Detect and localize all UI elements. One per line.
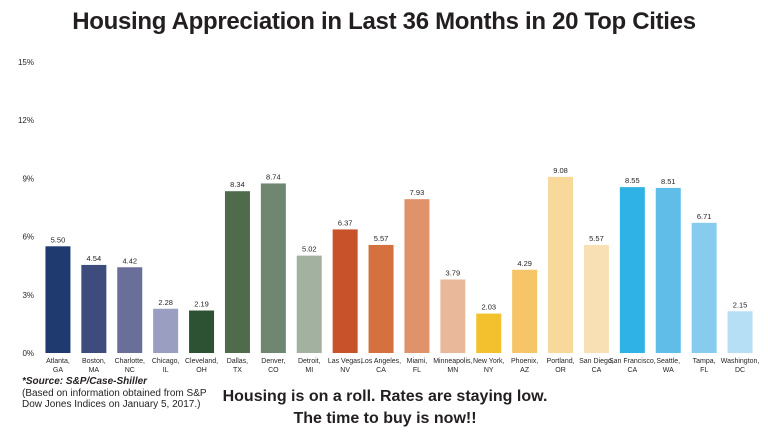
category-label: Tampa, xyxy=(693,358,716,365)
category-label: Cleveland, xyxy=(185,358,218,365)
bar xyxy=(655,187,681,353)
bar-value-label: 2.28 xyxy=(158,298,173,307)
y-tick-label: 12% xyxy=(18,116,34,125)
bar-value-label: 8.74 xyxy=(266,172,281,181)
bar-value-label: 8.34 xyxy=(230,180,245,189)
category-label: CO xyxy=(268,367,279,374)
bar xyxy=(548,176,574,353)
category-label: MI xyxy=(305,367,313,374)
category-label: DC xyxy=(735,367,745,374)
y-tick-label: 15% xyxy=(18,58,34,67)
bar xyxy=(404,199,430,353)
bar-value-label: 4.54 xyxy=(87,254,102,263)
bar-value-label: 2.15 xyxy=(733,300,748,309)
category-label: Denver, xyxy=(261,358,285,365)
bar xyxy=(476,313,502,353)
source-note: *Source: S&P/Case-Shiller (Based on info… xyxy=(22,376,222,411)
bar xyxy=(224,191,250,353)
category-label: WA xyxy=(663,367,674,374)
tagline-line-1: Housing is on a roll. Rates are staying … xyxy=(222,388,548,405)
bar xyxy=(619,187,645,353)
bar xyxy=(368,244,394,353)
bar xyxy=(45,246,71,353)
category-label: MN xyxy=(447,367,458,374)
bar-value-label: 3.79 xyxy=(446,268,461,277)
category-label: NC xyxy=(125,367,135,374)
bar xyxy=(512,269,538,353)
source-detail: (Based on information obtained from S&P … xyxy=(22,387,207,411)
bar xyxy=(583,244,609,353)
category-label: Seattle, xyxy=(656,358,680,365)
bar-value-label: 5.57 xyxy=(589,234,604,243)
y-tick-label: 3% xyxy=(22,291,34,300)
category-label: OR xyxy=(555,367,566,374)
bar-value-label: 4.29 xyxy=(517,259,532,268)
category-label: Chicago, xyxy=(152,358,180,365)
bar-value-label: 2.19 xyxy=(194,300,209,309)
bar xyxy=(691,222,717,353)
bar xyxy=(440,279,466,353)
bar-value-label: 2.03 xyxy=(481,303,496,312)
bar-value-label: 6.37 xyxy=(338,218,353,227)
category-label: Detroit, xyxy=(298,358,321,365)
category-label: GA xyxy=(53,367,63,374)
bar-value-label: 5.02 xyxy=(302,245,317,254)
tagline: Housing is on a roll. Rates are staying … xyxy=(200,386,570,430)
y-tick-label: 0% xyxy=(22,349,34,358)
category-label: Las Vegas, xyxy=(328,358,363,365)
bar xyxy=(296,255,322,353)
category-label: Portland, xyxy=(547,358,575,365)
category-label: OH xyxy=(196,367,207,374)
category-label: MA xyxy=(89,367,100,374)
category-label: NY xyxy=(484,367,494,374)
bar xyxy=(332,229,358,353)
category-label: Washington, xyxy=(721,358,760,365)
y-tick-label: 9% xyxy=(22,174,34,183)
category-label: Los Angeles, xyxy=(361,358,401,365)
category-label: New York, xyxy=(473,358,505,365)
category-label: CA xyxy=(376,367,386,374)
category-label: TX xyxy=(233,367,242,374)
category-label: FL xyxy=(700,367,708,374)
bar xyxy=(117,267,143,353)
category-label: Miami, xyxy=(407,358,428,365)
bar-value-label: 5.57 xyxy=(374,234,389,243)
bar-value-label: 9.08 xyxy=(553,166,568,175)
bar-value-label: 7.93 xyxy=(410,188,425,197)
category-label: Dallas, xyxy=(227,358,248,365)
bar-value-label: 4.42 xyxy=(122,256,137,265)
bar xyxy=(727,311,753,353)
category-label: San Francisco, xyxy=(609,358,656,365)
category-label: AZ xyxy=(520,367,530,374)
bar-value-label: 8.55 xyxy=(625,176,640,185)
bar xyxy=(189,310,215,353)
category-label: Atlanta, xyxy=(46,358,70,365)
category-label: Phoenix, xyxy=(511,358,538,365)
category-label: Boston, xyxy=(82,358,106,365)
category-label: FL xyxy=(413,367,421,374)
category-label: San Diego, xyxy=(579,358,614,365)
tagline-line-2: The time to buy is now!! xyxy=(293,410,477,427)
category-label: IL xyxy=(163,367,169,374)
bar xyxy=(81,264,107,353)
chart-title: Housing Appreciation in Last 36 Months i… xyxy=(72,8,696,35)
bar xyxy=(260,183,286,353)
bar-value-label: 6.71 xyxy=(697,212,712,221)
bar-value-label: 5.50 xyxy=(51,235,66,244)
bar xyxy=(153,308,179,353)
category-label: CA xyxy=(592,367,602,374)
category-label: CA xyxy=(627,367,637,374)
category-label: Minneapolis, xyxy=(433,358,472,365)
category-label: NV xyxy=(340,367,350,374)
source-label: *Source: S&P/Case-Shiller xyxy=(22,376,148,387)
bar-value-label: 8.51 xyxy=(661,177,676,186)
category-label: Charlotte, xyxy=(115,358,145,365)
y-tick-label: 6% xyxy=(22,233,34,242)
